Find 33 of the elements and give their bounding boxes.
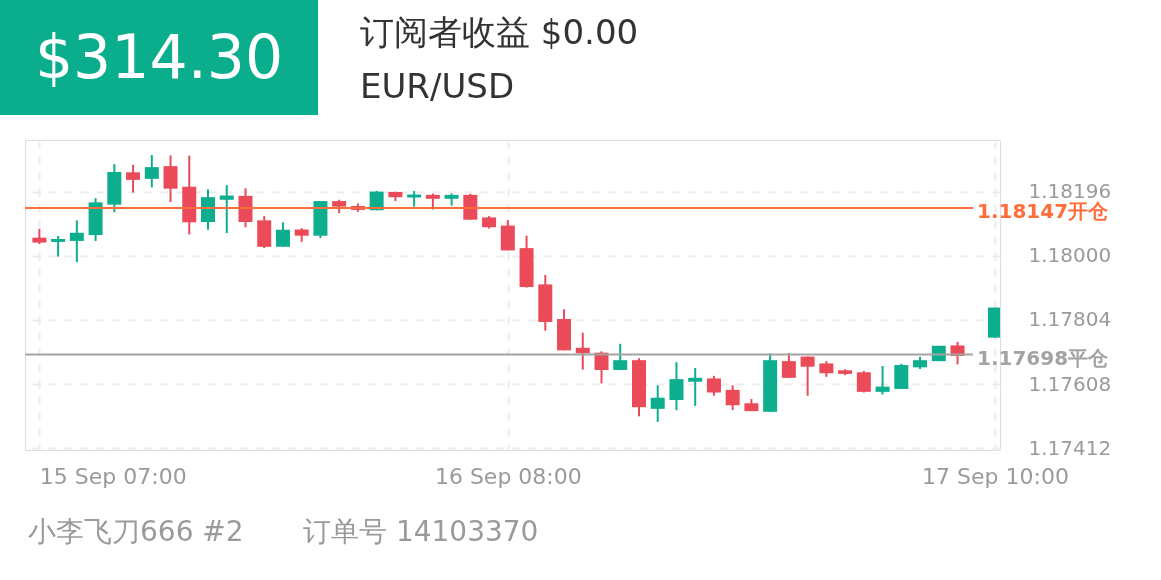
- candlestick: [219, 184, 234, 235]
- candlestick: [725, 384, 740, 412]
- candlestick: [163, 154, 178, 204]
- x-tick-label: 15 Sep 07:00: [39, 463, 187, 489]
- ref-line-label: 1.18147开仓: [977, 198, 1110, 223]
- candlestick: [706, 374, 721, 397]
- candlestick: [875, 365, 890, 396]
- candlestick: [669, 361, 684, 412]
- candlestick: [688, 367, 703, 407]
- candlestick: [894, 362, 909, 390]
- candlestick: [575, 331, 590, 371]
- chart-title: EUR/USD: [360, 66, 515, 106]
- x-tick-label: 17 Sep 10:00: [922, 463, 1069, 489]
- text: 订单号 14103370: [303, 515, 539, 548]
- y-tick-label: 1.17412: [1028, 435, 1112, 460]
- chart-subtitle: 订阅者收益 $0.00: [360, 12, 639, 52]
- y-tick-label: 1.17804: [1028, 307, 1112, 332]
- candlestick: [613, 342, 628, 371]
- candlestick: [781, 351, 796, 379]
- candlestick: [126, 163, 141, 194]
- y-tick-label: 1.17608: [1028, 371, 1112, 396]
- candlestick: [144, 154, 159, 189]
- ref-line-label: 1.17698平仓: [977, 345, 1110, 370]
- candlestick: [650, 384, 665, 423]
- text: 小李飞刀666 #2: [28, 515, 244, 548]
- candlestick: [51, 235, 66, 258]
- y-tick-label: 1.18000: [1028, 243, 1112, 268]
- candlestick: [800, 355, 815, 397]
- x-tick-label: 16 Sep 08:00: [434, 463, 582, 489]
- candlestick: [856, 369, 871, 394]
- text: $314.30: [34, 22, 284, 92]
- candlestick: [69, 219, 84, 264]
- candlestick: [275, 221, 290, 248]
